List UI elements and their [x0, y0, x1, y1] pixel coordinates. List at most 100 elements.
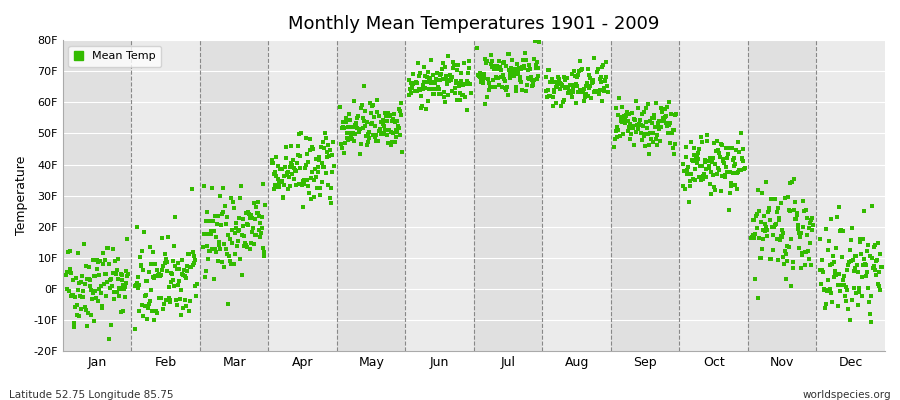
Bar — [748, 40, 816, 351]
Point — [381, 140, 395, 146]
Point — [93, 258, 107, 264]
Point — [416, 86, 430, 92]
Point — [245, 215, 259, 221]
Text: worldspecies.org: worldspecies.org — [803, 390, 891, 400]
Point — [692, 174, 706, 181]
Point — [500, 63, 514, 70]
Point — [746, 232, 760, 238]
Point — [503, 75, 517, 82]
Point — [322, 147, 337, 153]
Point — [158, 251, 172, 257]
Point — [180, 268, 194, 274]
Point — [346, 130, 360, 136]
Point — [526, 82, 540, 88]
Point — [346, 136, 360, 142]
Point — [317, 145, 331, 152]
Point — [489, 74, 503, 80]
Point — [632, 121, 646, 128]
Point — [414, 93, 428, 100]
Point — [148, 308, 163, 314]
Point — [625, 110, 639, 116]
Point — [750, 210, 764, 217]
Point — [133, 254, 148, 260]
Point — [721, 151, 735, 157]
Point — [723, 190, 737, 196]
Point — [217, 241, 231, 248]
Point — [68, 304, 83, 310]
Point — [754, 255, 769, 261]
Point — [760, 227, 775, 233]
Point — [460, 78, 474, 85]
Point — [285, 162, 300, 168]
Point — [83, 283, 97, 289]
Point — [542, 66, 556, 73]
Point — [267, 169, 282, 176]
Point — [233, 256, 248, 262]
Point — [103, 276, 117, 283]
Point — [553, 80, 567, 87]
Point — [276, 182, 291, 188]
Point — [716, 173, 730, 180]
Point — [842, 246, 857, 253]
Point — [502, 67, 517, 74]
Point — [293, 130, 308, 137]
Point — [848, 253, 862, 259]
Point — [487, 84, 501, 91]
Point — [362, 129, 376, 136]
Point — [720, 155, 734, 161]
Point — [233, 195, 248, 201]
Point — [616, 119, 630, 126]
Point — [795, 249, 809, 256]
Bar — [474, 40, 543, 351]
Point — [704, 169, 718, 175]
Point — [706, 140, 721, 146]
Point — [713, 154, 727, 160]
Point — [148, 273, 162, 279]
Point — [618, 113, 633, 119]
Point — [358, 123, 373, 130]
Point — [624, 130, 638, 137]
Point — [608, 144, 622, 151]
Point — [205, 185, 220, 192]
Point — [580, 93, 595, 100]
Point — [563, 82, 578, 88]
Point — [428, 80, 442, 86]
Point — [170, 282, 184, 288]
Point — [779, 243, 794, 250]
Point — [598, 74, 613, 80]
Point — [706, 172, 720, 178]
Point — [638, 131, 652, 137]
Point — [242, 214, 256, 221]
Point — [256, 245, 270, 251]
Point — [529, 65, 544, 71]
Point — [148, 261, 163, 267]
Point — [512, 74, 526, 81]
Point — [98, 293, 112, 299]
Point — [212, 246, 227, 252]
Point — [86, 290, 100, 296]
Point — [580, 80, 594, 86]
Point — [314, 160, 328, 166]
Point — [140, 278, 155, 285]
Point — [447, 84, 462, 91]
Point — [839, 284, 853, 290]
Point — [177, 297, 192, 303]
Point — [219, 246, 233, 252]
Point — [744, 234, 759, 241]
Point — [454, 92, 469, 99]
Point — [422, 78, 436, 84]
Point — [821, 247, 835, 254]
Point — [851, 289, 866, 295]
Point — [575, 66, 590, 72]
Point — [582, 85, 597, 91]
Point — [110, 289, 124, 296]
Point — [647, 115, 662, 121]
Point — [759, 224, 773, 230]
Point — [769, 220, 783, 227]
Point — [239, 210, 254, 216]
Point — [186, 253, 201, 259]
Point — [652, 138, 667, 144]
Point — [89, 294, 104, 301]
Point — [440, 77, 454, 83]
Point — [253, 220, 267, 226]
